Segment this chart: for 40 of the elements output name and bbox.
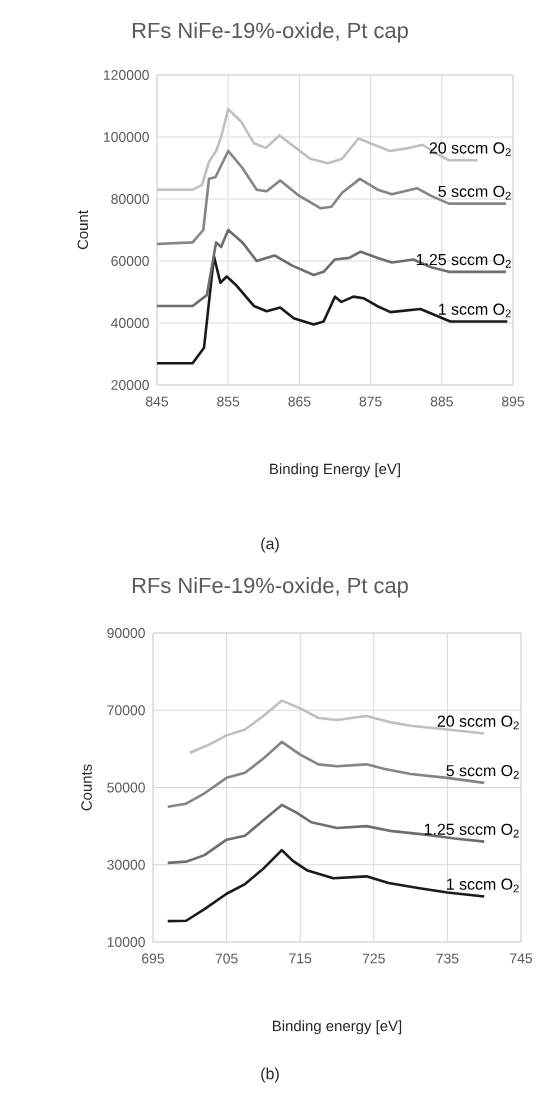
x-tick-label: 735 (436, 953, 459, 964)
series-label: 1 sccm O$_{2}$ (447, 878, 519, 893)
y-tick-label: 80000 (111, 194, 149, 204)
y-tick-label: 40000 (111, 318, 149, 328)
x-tick-label: 725 (362, 953, 385, 964)
series-label: 1 sccm O$_{2}$ (439, 303, 511, 318)
x-axis-title: Binding Energy [eV] (270, 463, 400, 478)
series-label: 5 sccm O$_{2}$ (438, 185, 511, 200)
x-tick-label: 875 (359, 396, 382, 407)
text: (b) (261, 1067, 279, 1083)
y-tick-label: 50000 (107, 782, 145, 793)
y-tick-label: 10000 (107, 937, 145, 947)
series-label: 1.25 sccm O$_{2}$ (424, 823, 519, 838)
y-tick-label: 90000 (107, 628, 145, 638)
text: (a) (261, 537, 279, 553)
series-label: 1.25 sccm O$_{2}$ (416, 253, 511, 268)
line-series (155, 255, 509, 365)
x-tick-label: 715 (289, 953, 312, 964)
chart-title: RFs NiFe-19%-oxide, Pt cap (132, 577, 408, 598)
y-tick-label: 100000 (104, 132, 149, 142)
chart-title: RFs NiFe-19%-oxide, Pt cap (132, 22, 408, 43)
series-label: 20 sccm O$_{2}$ (429, 142, 511, 157)
series-label: 5 sccm O$_{2}$ (446, 764, 519, 779)
x-axis-title: Binding energy [eV] (273, 1020, 402, 1035)
y-tick-label: 30000 (107, 859, 145, 870)
x-tick-label: 695 (142, 953, 165, 964)
y-tick-label: 70000 (107, 705, 145, 716)
y-tick-label: 60000 (111, 256, 149, 266)
series-label: 20 sccm O$_{2}$ (437, 715, 519, 730)
x-tick-label: 895 (501, 396, 525, 407)
y-tick-label: 120000 (104, 70, 149, 80)
y-axis-title: Count (77, 210, 89, 250)
x-tick-label: 885 (430, 396, 453, 407)
y-tick-label: 20000 (111, 380, 149, 390)
x-tick-label: 855 (217, 396, 240, 407)
x-tick-label: 845 (145, 396, 169, 407)
x-tick-label: 865 (288, 396, 311, 407)
y-axis-title: Counts (81, 764, 92, 811)
x-tick-label: 745 (510, 953, 533, 964)
x-tick-label: 705 (215, 953, 238, 964)
